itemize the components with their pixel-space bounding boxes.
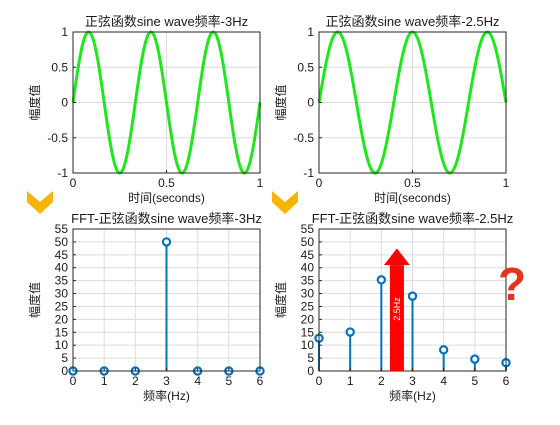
y-tick-label: 0 bbox=[61, 96, 68, 110]
x-tick-label: 0.5 bbox=[404, 176, 421, 190]
x-tick-label: 3 bbox=[409, 374, 416, 388]
x-tick-label: 4 bbox=[194, 374, 201, 388]
y-tick-label: 0 bbox=[61, 364, 68, 378]
y-tick-label: 30 bbox=[301, 287, 315, 301]
y-tick-label: 30 bbox=[55, 287, 69, 301]
y-axis-label: 幅度值 bbox=[27, 84, 42, 120]
y-tick-label: 20 bbox=[301, 312, 315, 326]
chart-title: 正弦函数sine wave频率-3Hz bbox=[85, 14, 248, 29]
x-tick-label: 5 bbox=[225, 374, 232, 388]
y-tick-label: 5 bbox=[307, 351, 314, 365]
x-tick-label: 0.5 bbox=[158, 176, 175, 190]
y-tick-label: -1 bbox=[303, 166, 314, 180]
y-tick-label: 20 bbox=[55, 312, 69, 326]
y-tick-label: 0.5 bbox=[297, 60, 314, 74]
x-tick-label: 0 bbox=[316, 374, 323, 388]
chart-title: FFT-正弦函数sine wave频率-3Hz bbox=[71, 211, 262, 226]
chart-2: 0 0.5 1 -1 -0.5 0 0.5 1 正弦函数sine wave频率-2.5Hz 时间(… bbox=[273, 14, 510, 205]
x-axis-label: 时间(seconds) bbox=[128, 191, 205, 205]
x-tick-label: 4 bbox=[440, 374, 447, 388]
y-tick-label: 40 bbox=[55, 261, 69, 275]
x-tick-label: 6 bbox=[257, 374, 264, 388]
y-axis-label: 幅度值 bbox=[27, 282, 42, 318]
stem-marker bbox=[376, 275, 387, 285]
y-tick-label: 0.5 bbox=[51, 60, 68, 74]
x-tick-label: 1 bbox=[101, 374, 108, 388]
chart-3: 0 1 2 3 4 5 60510152025303540455055FFT-正弦函数sin… bbox=[27, 211, 265, 403]
chevron-down-icon bbox=[27, 191, 53, 214]
y-tick-label: -0.5 bbox=[293, 131, 314, 145]
stem-marker bbox=[345, 327, 355, 337]
chart-1: 0 0.5 1 -1 -0.5 0 0.5 1 正弦函数sine wave频率-3Hz 时间(se… bbox=[27, 14, 264, 205]
question-mark: ? bbox=[498, 258, 526, 310]
stem-marker bbox=[438, 345, 449, 355]
stem-marker bbox=[161, 237, 172, 247]
y-tick-label: 10 bbox=[55, 338, 69, 352]
y-tick-label: 1 bbox=[307, 25, 314, 39]
x-tick-label: 1 bbox=[257, 176, 264, 190]
x-tick-label: 0 bbox=[70, 374, 77, 388]
y-tick-label: -1 bbox=[57, 166, 68, 180]
y-tick-label: 50 bbox=[301, 235, 315, 249]
y-tick-label: 5 bbox=[61, 351, 68, 365]
y-axis-label: 幅度值 bbox=[273, 282, 288, 318]
y-tick-label: 0 bbox=[307, 96, 314, 110]
y-tick-label: 1 bbox=[61, 25, 68, 39]
chart-title: 正弦函数sine wave频率-2.5Hz bbox=[325, 14, 499, 29]
x-tick-label: 5 bbox=[471, 374, 478, 388]
chart-title: FFT-正弦函数sine wave频率-2.5Hz bbox=[312, 211, 514, 226]
y-tick-label: 50 bbox=[55, 235, 69, 249]
arrow-label: 2.5Hz bbox=[392, 297, 402, 321]
y-tick-label: 45 bbox=[55, 248, 69, 262]
chevron-down-icon bbox=[272, 191, 298, 214]
x-tick-label: 3 bbox=[163, 374, 170, 388]
arrow-shaft bbox=[389, 265, 404, 371]
arrow-head bbox=[383, 248, 410, 266]
stem-marker bbox=[470, 354, 480, 364]
y-tick-label: 55 bbox=[55, 222, 69, 236]
x-tick-label: 0 bbox=[316, 176, 323, 190]
y-tick-label: 25 bbox=[301, 299, 315, 313]
x-axis-label: 频率(Hz) bbox=[143, 388, 190, 403]
y-tick-label: 40 bbox=[301, 261, 315, 275]
y-tick-label: 0 bbox=[307, 364, 314, 378]
y-tick-label: 15 bbox=[55, 325, 69, 339]
red-arrow-annotation: 2.5Hz bbox=[383, 248, 410, 371]
x-tick-label: 0 bbox=[70, 176, 77, 190]
sine-wave-line bbox=[71, 30, 262, 175]
x-tick-label: 6 bbox=[503, 374, 510, 388]
x-axis-label: 时间(seconds) bbox=[374, 191, 451, 205]
x-tick-label: 1 bbox=[347, 374, 354, 388]
y-tick-label: 45 bbox=[301, 248, 315, 262]
y-tick-label: -0.5 bbox=[47, 131, 68, 145]
x-tick-label: 1 bbox=[503, 176, 510, 190]
y-tick-label: 15 bbox=[301, 325, 315, 339]
y-tick-label: 35 bbox=[55, 274, 69, 288]
stem-marker bbox=[407, 291, 418, 301]
y-tick-label: 55 bbox=[301, 222, 315, 236]
x-tick-label: 2 bbox=[132, 374, 139, 388]
y-tick-label: 25 bbox=[55, 299, 69, 313]
y-tick-label: 10 bbox=[301, 338, 315, 352]
y-tick-label: 35 bbox=[301, 274, 315, 288]
y-axis-label: 幅度值 bbox=[273, 84, 288, 120]
x-tick-label: 2 bbox=[378, 374, 385, 388]
x-axis-label: 频率(Hz) bbox=[389, 388, 436, 403]
chart-4: 0 1 2 3 4 5 60510152025303540455055FFT-正弦函数sin… bbox=[273, 211, 513, 403]
